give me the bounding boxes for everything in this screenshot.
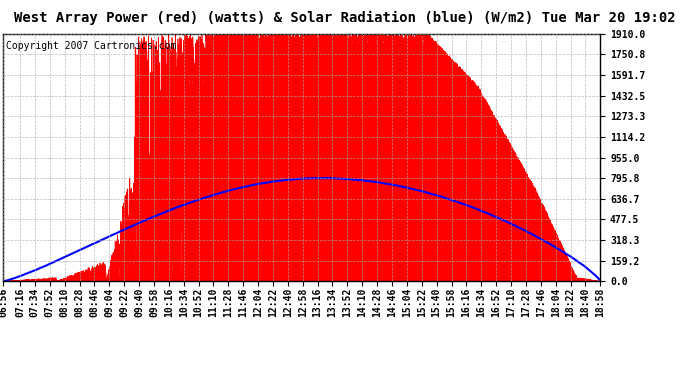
Text: West Array Power (red) (watts) & Solar Radiation (blue) (W/m2) Tue Mar 20 19:02: West Array Power (red) (watts) & Solar R… bbox=[14, 11, 676, 26]
Text: Copyright 2007 Cartronics.com: Copyright 2007 Cartronics.com bbox=[6, 41, 177, 51]
